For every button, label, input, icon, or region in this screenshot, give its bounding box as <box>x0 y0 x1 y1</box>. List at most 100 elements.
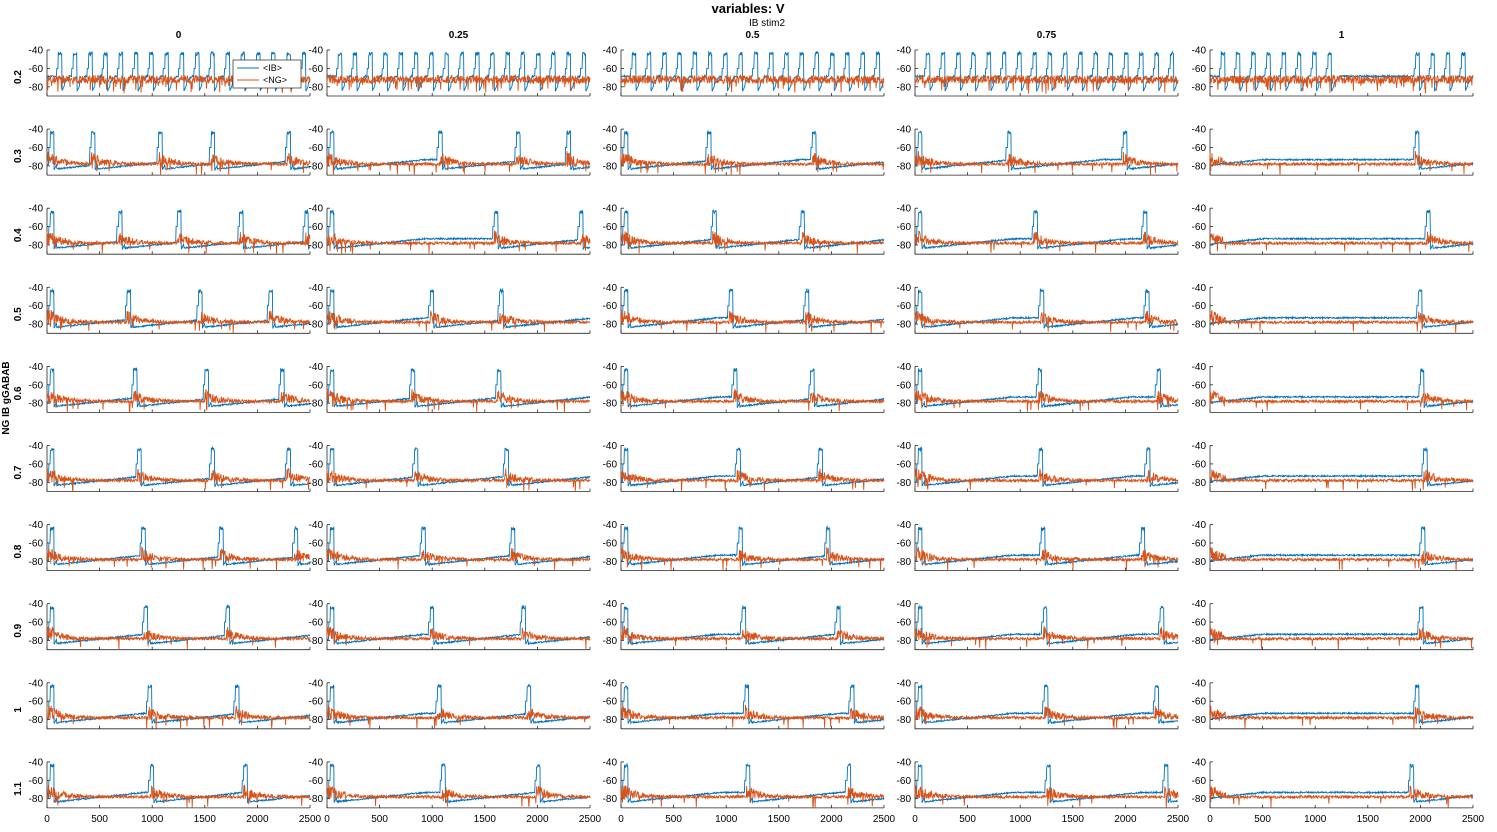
y-tick-label: -60 <box>29 143 44 154</box>
panel: -40 -60 -80 <box>1192 125 1474 176</box>
series-line-IB <box>914 446 1179 487</box>
panel: -40 -60 -80 <box>897 599 1179 651</box>
y-tick-label: -80 <box>897 636 912 647</box>
series-line-NG <box>326 784 591 807</box>
y-tick-label: -40 <box>29 283 44 294</box>
series-line-IB <box>1209 367 1474 409</box>
panel: -40 -60 -80 <box>1192 362 1474 413</box>
x-tick-label: 1000 <box>1304 814 1327 825</box>
panel: -40 -60 -80 <box>603 520 885 571</box>
series-line-NG <box>326 626 591 650</box>
series-line-NG <box>1209 390 1474 411</box>
series-line-IB <box>914 763 1178 804</box>
x-tick-label: 1500 <box>194 814 217 825</box>
y-tick-label: -60 <box>1192 459 1207 470</box>
y-tick-label: -40 <box>309 46 324 57</box>
y-tick-label: -40 <box>309 362 324 373</box>
y-tick-label: -40 <box>1192 678 1207 689</box>
series-line-NG <box>620 309 885 334</box>
panel: -40 -60 -800 500 1000 1500 2000 2500 <box>603 757 896 825</box>
y-tick-label: -60 <box>309 143 324 154</box>
y-tick-label: -40 <box>603 125 618 136</box>
series-line-NG <box>620 547 885 571</box>
legend-entry: <NG> <box>263 75 287 85</box>
series-line-NG <box>46 705 311 729</box>
y-tick-label: -60 <box>309 222 324 233</box>
panel: -40 -60 -80 <box>603 362 885 413</box>
series-line-IB <box>326 763 591 804</box>
y-tick-label: -80 <box>309 82 324 93</box>
series-line-NG <box>1209 705 1474 729</box>
y-tick-label: -60 <box>29 618 44 629</box>
x-tick-label: 1000 <box>1009 814 1032 825</box>
x-tick-label: 2500 <box>1167 814 1190 825</box>
series-line-NG <box>620 230 885 254</box>
series-line-NG <box>1209 231 1474 253</box>
panel: -40 -60 -80 <box>1192 283 1474 334</box>
y-tick-label: -40 <box>897 204 912 215</box>
series-line-IB <box>914 684 1179 725</box>
panel: -40 -60 -80 <box>897 362 1179 413</box>
y-tick-label: -80 <box>603 557 618 568</box>
panel: -40 -60 -80 <box>897 520 1179 571</box>
y-tick-label: -60 <box>309 380 324 391</box>
series-line-IB <box>620 684 885 725</box>
panel: -40 -60 -80 <box>897 204 1179 255</box>
series-line-NG <box>914 706 1179 729</box>
y-tick-label: -60 <box>1192 143 1207 154</box>
series-line-NG <box>1209 785 1474 808</box>
series-line-NG <box>620 625 885 646</box>
series-line-IB <box>326 604 591 646</box>
x-tick-label: 2500 <box>579 814 602 825</box>
panel: -40 -60 -80 <box>897 441 1179 492</box>
row-label: 0.7 <box>13 465 24 479</box>
series-line-IB <box>620 287 885 329</box>
y-tick-label: -80 <box>29 794 44 805</box>
y-tick-label: -80 <box>1192 399 1207 410</box>
row-label: 0.3 <box>13 149 24 163</box>
series-line-IB <box>1209 526 1474 567</box>
y-tick-label: -60 <box>897 776 912 787</box>
x-tick-label: 500 <box>371 814 388 825</box>
y-tick-label: -60 <box>897 459 912 470</box>
panel: -40 -60 -80 <box>309 125 591 176</box>
y-tick-label: -60 <box>309 301 324 312</box>
y-tick-label: -40 <box>1192 125 1207 136</box>
x-tick-label: 1500 <box>768 814 791 825</box>
y-tick-label: -80 <box>1192 715 1207 726</box>
y-tick-label: -80 <box>897 557 912 568</box>
x-tick-label: 2000 <box>246 814 269 825</box>
row-label: 0.4 <box>13 228 24 242</box>
y-tick-label: -60 <box>897 539 912 550</box>
y-tick-label: -60 <box>897 697 912 708</box>
figure-title: variables: V <box>712 1 785 16</box>
series-line-NG <box>620 73 885 93</box>
y-tick-label: -80 <box>603 715 618 726</box>
y-tick-label: -40 <box>1192 599 1207 610</box>
series-line-NG <box>914 310 1178 332</box>
y-tick-label: -60 <box>1192 776 1207 787</box>
column-label: 0 <box>176 30 182 41</box>
y-tick-label: -80 <box>309 794 324 805</box>
y-tick-label: -60 <box>29 539 44 550</box>
series-line-NG <box>620 704 885 729</box>
x-tick-label: 500 <box>665 814 682 825</box>
panel: -40 -60 -80 <box>309 46 591 97</box>
series-line-IB <box>1209 684 1474 724</box>
y-tick-label: -80 <box>897 478 912 489</box>
y-tick-label: -80 <box>29 241 44 252</box>
y-tick-label: -80 <box>1192 636 1207 647</box>
y-tick-label: -80 <box>1192 82 1207 93</box>
y-tick-label: -40 <box>897 599 912 610</box>
y-tick-label: -80 <box>309 320 324 331</box>
series-line-NG <box>914 467 1179 490</box>
series-line-NG <box>1209 151 1474 176</box>
y-tick-label: -80 <box>29 161 44 172</box>
y-tick-label: -80 <box>603 82 618 93</box>
panel: -40 -60 -800 500 1000 1500 2000 2500 <box>309 757 602 825</box>
series-line-NG <box>914 785 1179 808</box>
panel: -40 -60 -80 <box>29 441 311 492</box>
y-tick-label: -60 <box>897 301 912 312</box>
row-label: 1 <box>13 707 24 713</box>
x-tick-label: 0 <box>912 814 918 825</box>
